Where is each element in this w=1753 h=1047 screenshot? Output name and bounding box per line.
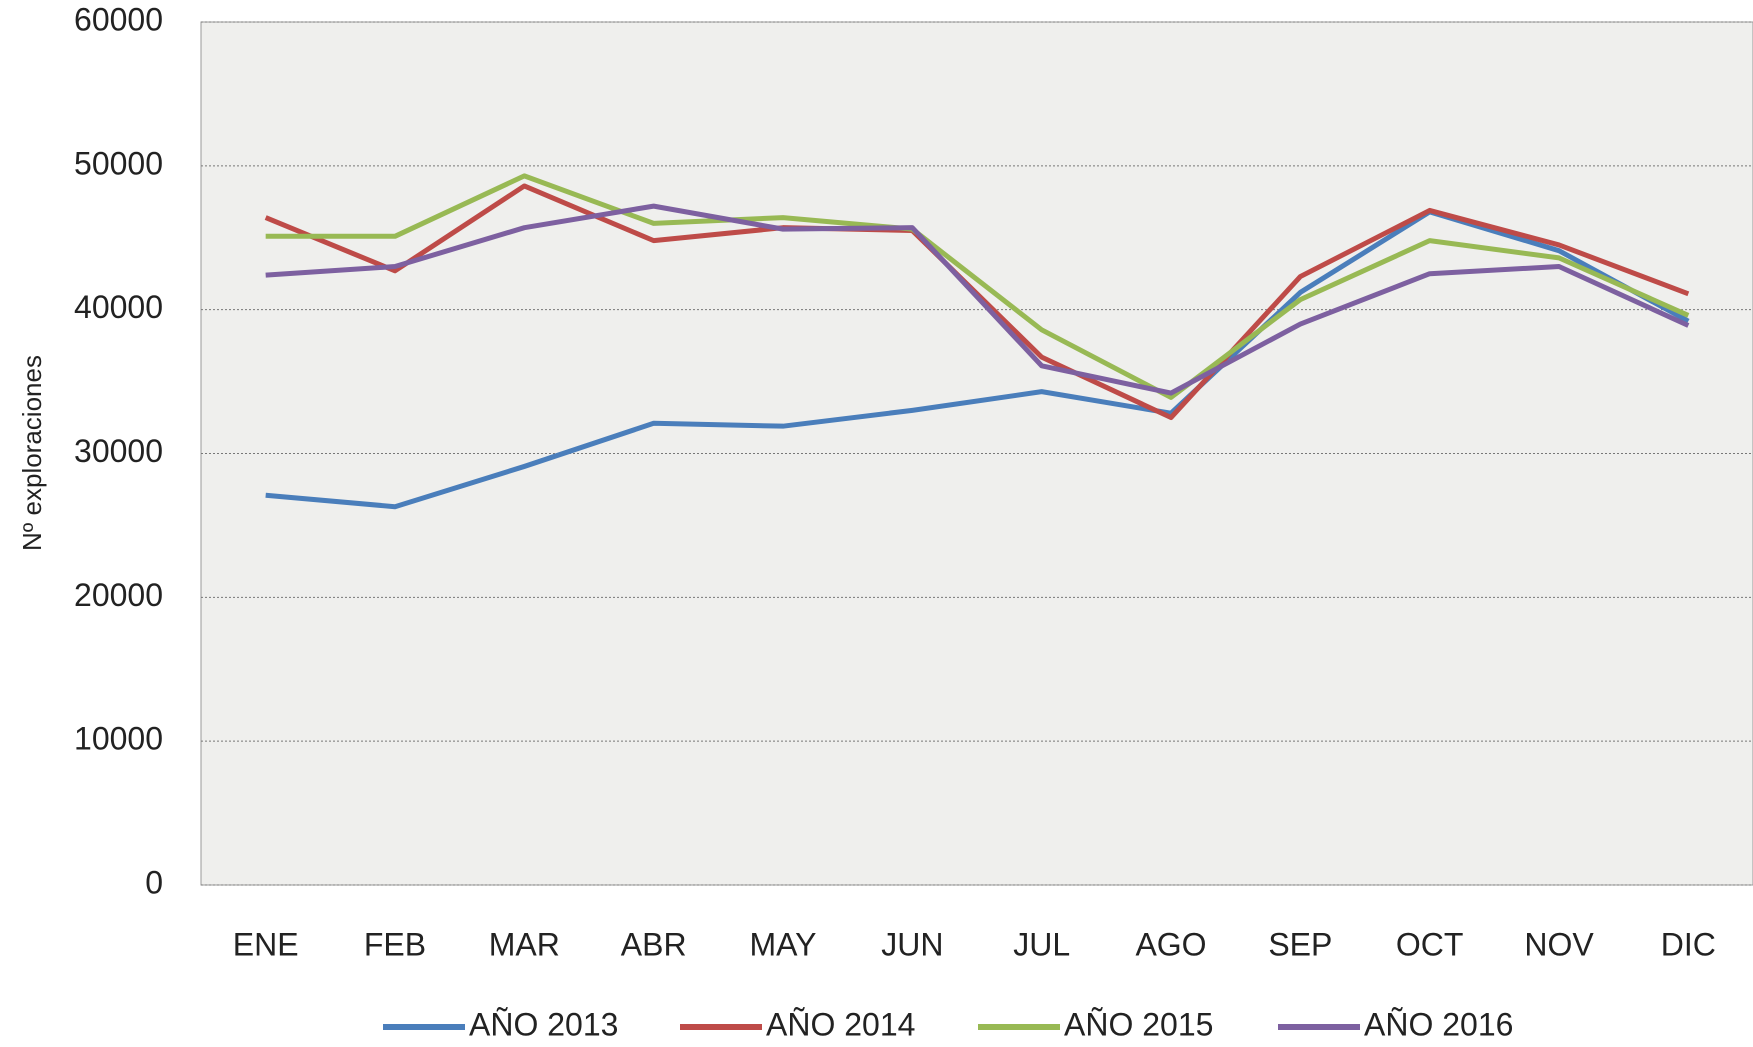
x-tick-label: OCT xyxy=(1396,926,1464,962)
y-tick-label: 0 xyxy=(145,864,163,900)
x-tick-label: JUN xyxy=(881,926,943,962)
x-tick-label: MAR xyxy=(489,926,560,962)
x-tick-label: AGO xyxy=(1135,926,1206,962)
legend-label: AÑO 2013 xyxy=(469,1006,618,1042)
x-tick-label: ENE xyxy=(233,926,299,962)
x-tick-label: ABR xyxy=(621,926,687,962)
x-tick-label: MAY xyxy=(750,926,817,962)
y-tick-label: 30000 xyxy=(74,433,163,469)
x-tick-label: DIC xyxy=(1661,926,1716,962)
x-tick-label: JUL xyxy=(1013,926,1070,962)
y-tick-label: 40000 xyxy=(74,289,163,325)
y-tick-label: 60000 xyxy=(74,1,163,37)
x-tick-label: SEP xyxy=(1268,926,1332,962)
legend-label: AÑO 2015 xyxy=(1064,1006,1213,1042)
x-tick-label: NOV xyxy=(1524,926,1594,962)
y-tick-label: 20000 xyxy=(74,577,163,613)
legend-label: AÑO 2016 xyxy=(1364,1006,1513,1042)
y-tick-label: 10000 xyxy=(74,721,163,757)
series-line xyxy=(265,173,1690,400)
series-line xyxy=(265,203,1690,396)
y-axis-label: Nº exploraciones xyxy=(17,355,47,551)
legend-label: AÑO 2014 xyxy=(766,1006,915,1042)
x-tick-label: FEB xyxy=(364,926,426,962)
y-tick-label: 50000 xyxy=(74,145,163,181)
